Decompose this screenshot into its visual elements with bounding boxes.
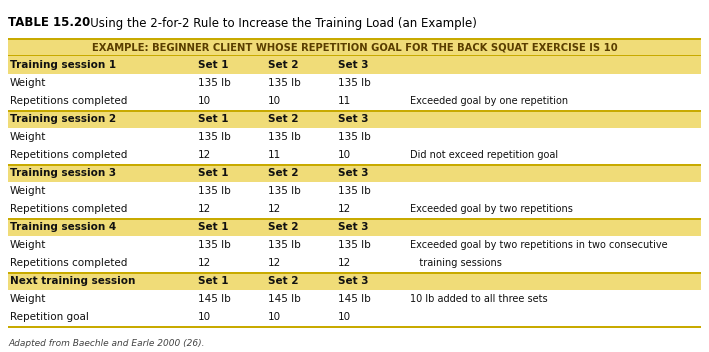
Text: 10: 10 [338,312,351,322]
Text: 12: 12 [338,258,351,268]
Text: Training session 3: Training session 3 [10,168,116,178]
Text: Using the 2-for-2 Rule to Increase the Training Load (an Example): Using the 2-for-2 Rule to Increase the T… [79,17,477,30]
Text: 11: 11 [338,96,351,106]
Text: 12: 12 [198,204,211,214]
Text: training sessions: training sessions [410,258,502,268]
Text: Repetitions completed: Repetitions completed [10,204,128,214]
Text: Set 2: Set 2 [268,276,298,286]
Text: Set 1: Set 1 [198,168,228,178]
Text: 10: 10 [198,96,211,106]
Text: Repetitions completed: Repetitions completed [10,96,128,106]
Text: 135 lb: 135 lb [198,240,230,250]
Text: 135 lb: 135 lb [198,186,230,196]
Text: 135 lb: 135 lb [268,186,301,196]
Text: Set 3: Set 3 [338,60,369,70]
Text: 12: 12 [268,204,281,214]
Text: Set 1: Set 1 [198,60,228,70]
Text: 10: 10 [198,312,211,322]
Text: 10: 10 [268,96,281,106]
Text: Set 3: Set 3 [338,114,369,124]
Text: Weight: Weight [10,186,46,196]
Text: Set 1: Set 1 [198,222,228,232]
Text: 145 lb: 145 lb [198,294,230,304]
Text: 135 lb: 135 lb [268,132,301,142]
Text: Weight: Weight [10,294,46,304]
Text: Set 3: Set 3 [338,222,369,232]
Text: Weight: Weight [10,132,46,142]
Text: Exceeded goal by two repetitions in two consecutive: Exceeded goal by two repetitions in two … [410,240,668,250]
Text: Repetitions completed: Repetitions completed [10,150,128,160]
Text: Repetition goal: Repetition goal [10,312,89,322]
Text: 10: 10 [338,150,351,160]
Text: 135 lb: 135 lb [338,78,371,88]
Text: 12: 12 [268,258,281,268]
Text: Repetitions completed: Repetitions completed [10,258,128,268]
Text: Set 2: Set 2 [268,60,298,70]
Text: Exceeded goal by one repetition: Exceeded goal by one repetition [410,96,568,106]
Text: Exceeded goal by two repetitions: Exceeded goal by two repetitions [410,204,573,214]
Text: 135 lb: 135 lb [198,132,230,142]
Text: 135 lb: 135 lb [338,132,371,142]
Text: 135 lb: 135 lb [198,78,230,88]
Text: 135 lb: 135 lb [268,78,301,88]
Text: 145 lb: 145 lb [268,294,301,304]
Text: Set 2: Set 2 [268,222,298,232]
Text: Training session 1: Training session 1 [10,60,116,70]
Text: 12: 12 [198,150,211,160]
Text: 135 lb: 135 lb [338,186,371,196]
Text: Weight: Weight [10,240,46,250]
Text: Training session 4: Training session 4 [10,222,116,232]
Text: Set 3: Set 3 [338,276,369,286]
Text: Did not exceed repetition goal: Did not exceed repetition goal [410,150,558,160]
Text: Next training session: Next training session [10,276,135,286]
Text: 10: 10 [268,312,281,322]
Text: Weight: Weight [10,78,46,88]
Text: Set 2: Set 2 [268,114,298,124]
Text: 12: 12 [198,258,211,268]
Text: 145 lb: 145 lb [338,294,371,304]
Text: TABLE 15.20: TABLE 15.20 [8,17,90,30]
Text: 135 lb: 135 lb [338,240,371,250]
Text: Set 3: Set 3 [338,168,369,178]
Text: Adapted from Baechle and Earle 2000 (26).: Adapted from Baechle and Earle 2000 (26)… [8,339,204,347]
Text: 135 lb: 135 lb [268,240,301,250]
Text: Set 2: Set 2 [268,168,298,178]
Text: Training session 2: Training session 2 [10,114,116,124]
Text: Set 1: Set 1 [198,114,228,124]
Text: Set 1: Set 1 [198,276,228,286]
Text: EXAMPLE: BEGINNER CLIENT WHOSE REPETITION GOAL FOR THE BACK SQUAT EXERCISE IS 10: EXAMPLE: BEGINNER CLIENT WHOSE REPETITIO… [91,42,618,52]
Text: 11: 11 [268,150,281,160]
Text: 12: 12 [338,204,351,214]
Text: 10 lb added to all three sets: 10 lb added to all three sets [410,294,547,304]
